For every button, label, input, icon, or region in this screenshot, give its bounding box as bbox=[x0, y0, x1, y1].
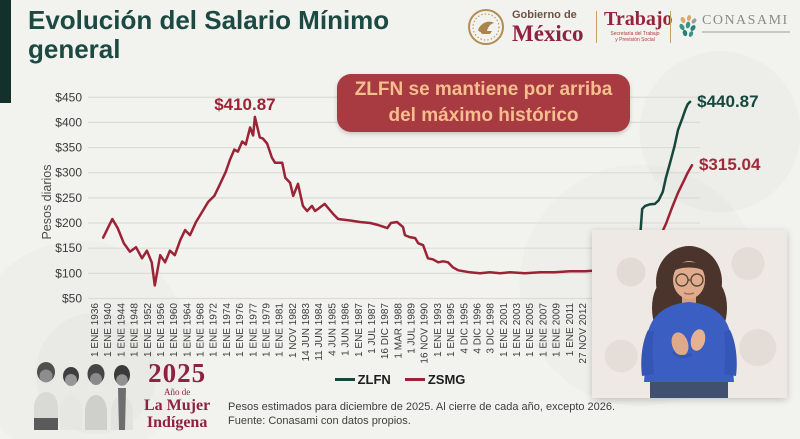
x-tick-label: 1 ENE 1952 bbox=[143, 303, 154, 357]
x-tick-label: 1 JUN 1986 bbox=[341, 303, 352, 356]
x-tick-label: 1 ENE 1948 bbox=[130, 303, 141, 357]
annotation-41087: $410.87 bbox=[214, 95, 275, 114]
interpreter-figure bbox=[641, 246, 737, 398]
x-tick-label: 3 DIC 1998 bbox=[486, 303, 497, 354]
badge-sub: Año de bbox=[163, 387, 191, 397]
x-tick-label: 1 ENE 2009 bbox=[552, 303, 563, 357]
badge-line1: La Mujer bbox=[144, 397, 211, 414]
x-tick-label: 4 DIC 1995 bbox=[459, 303, 470, 354]
trabajo-subtitle: Secretaría del Trabajo y Previsión Socia… bbox=[604, 31, 666, 43]
x-tick-label: 1 ENE 2011 bbox=[565, 303, 576, 357]
x-tick-label: 1 MAR 1988 bbox=[393, 303, 404, 359]
x-tick-label: 1 ENE 1936 bbox=[90, 303, 101, 357]
annotation-31504: $315.04 bbox=[699, 155, 761, 174]
y-axis-title: Pesos diarios bbox=[40, 164, 54, 239]
conasami-logo: CONASAMI bbox=[678, 14, 790, 38]
x-tick-label: 27 NOV 2012 bbox=[578, 303, 589, 364]
badge-year: 2025 bbox=[148, 358, 207, 388]
gobierno-big-label: México bbox=[512, 20, 584, 46]
gobierno-small-label: Gobierno de bbox=[512, 8, 577, 21]
sign-language-video bbox=[592, 230, 787, 398]
banner-line1: ZLFN se mantiene por arriba bbox=[354, 79, 613, 101]
zsmg-legend-label: ZSMG bbox=[427, 372, 466, 387]
x-tick-label: 1 ENE 2001 bbox=[499, 303, 510, 357]
conasami-petals-icon bbox=[679, 15, 697, 37]
x-tick-label: 1 ENE 2007 bbox=[538, 303, 549, 357]
zsmg-line-swatch bbox=[404, 378, 425, 381]
y-tick-label: $300 bbox=[55, 166, 82, 180]
conasami-tagline bbox=[702, 31, 790, 33]
zlfn-legend-label: ZLFN bbox=[357, 372, 391, 387]
y-tick-label: $100 bbox=[55, 266, 82, 280]
trabajo-subtitle-line2: y Previsión Social bbox=[615, 37, 655, 43]
trabajo-label: Trabajo bbox=[604, 8, 673, 30]
y-tick-label: $150 bbox=[55, 241, 82, 255]
legend-item-zlfn: ZLFN bbox=[334, 372, 391, 387]
x-tick-label: 1 ENE 1960 bbox=[169, 303, 180, 357]
series-line-zlfn bbox=[636, 100, 692, 270]
x-tick-label: 4 DIC 1996 bbox=[472, 303, 483, 354]
banner-line2: del máximo histórico bbox=[388, 105, 579, 126]
header-divider bbox=[596, 11, 597, 43]
chart-legend: ZLFN ZSMG bbox=[0, 372, 800, 387]
trabajo-subtitle-line1: Secretaría del Trabajo bbox=[610, 31, 660, 37]
x-tick-label: 1 ENE 1956 bbox=[156, 303, 167, 357]
eagle-seal-icon bbox=[468, 9, 504, 45]
conasami-label: CONASAMI bbox=[702, 13, 789, 28]
y-tick-label: $350 bbox=[55, 141, 82, 155]
corner-accent-bar bbox=[0, 0, 11, 103]
x-tick-label: 1 ENE 1977 bbox=[248, 303, 259, 357]
gobierno-text: Gobierno de México bbox=[512, 8, 584, 46]
x-tick-label: 1 ENE 2005 bbox=[525, 303, 536, 357]
x-tick-label: 1 ENE 1981 bbox=[275, 303, 286, 357]
x-tick-label: 1 ENE 1995 bbox=[446, 303, 457, 357]
x-tick-label: 1 ENE 1993 bbox=[433, 303, 444, 357]
page-title: Evolución del Salario Mínimo general bbox=[28, 5, 458, 65]
badge-line2: Indígena bbox=[146, 414, 208, 431]
x-tick-label: 1 ENE 1976 bbox=[235, 303, 246, 357]
gobierno-mexico-logo: Gobierno de México bbox=[466, 7, 584, 47]
y-tick-label: $200 bbox=[55, 216, 82, 230]
salario-minimo-chart: $450 $400 $350 $300 $250 $200 $150 $100 $50 Pesos… bbox=[40, 90, 761, 364]
header-divider-2 bbox=[670, 11, 671, 43]
x-tick-label: 1 ENE 1972 bbox=[209, 303, 220, 357]
highlight-banner: ZLFN se mantiene por arriba del máximo h… bbox=[337, 74, 630, 132]
x-tick-label: 1 ENE 1987 bbox=[354, 303, 365, 357]
page-title-line1: Evolución del Salario Mínimo bbox=[28, 5, 390, 35]
x-tick-label: 1 JUL 1987 bbox=[367, 303, 378, 354]
x-tick-label: 14 JUN 1983 bbox=[301, 303, 312, 362]
x-tick-label: 1 ENE 1974 bbox=[222, 303, 233, 357]
series-line-zsmg bbox=[101, 115, 694, 287]
zlfn-line-swatch bbox=[334, 378, 355, 381]
x-tick-label: 16 NOV 1990 bbox=[420, 303, 431, 364]
footnotes: Pesos estimados para diciembre de 2025. … bbox=[228, 400, 615, 429]
y-tick-label: $50 bbox=[62, 292, 82, 306]
legend-item-zsmg: ZSMG bbox=[404, 372, 466, 387]
x-tick-label: 4 JUN 1985 bbox=[327, 303, 338, 356]
x-tick-label: 1 ENE 1979 bbox=[261, 303, 272, 357]
page-title-line2: general bbox=[28, 34, 121, 65]
y-tick-label: $250 bbox=[55, 191, 82, 205]
x-tick-label: 16 DIC 1987 bbox=[380, 303, 391, 360]
x-tick-label: 1 ENE 1944 bbox=[116, 303, 127, 357]
x-tick-label: 1 ENE 1964 bbox=[182, 303, 193, 357]
trabajo-logo: Trabajo Secretaría del Trabajo y Previsi… bbox=[604, 8, 673, 43]
footnote-line1: Pesos estimados para diciembre de 2025. … bbox=[228, 401, 616, 413]
conasami-text: CONASAMI bbox=[702, 14, 790, 33]
x-tick-label: 11 JUN 1984 bbox=[314, 303, 325, 361]
x-tick-label: 1 ENE 2003 bbox=[512, 303, 523, 357]
x-tick-label: 1 JUL 1989 bbox=[407, 303, 418, 354]
year-badge-2025: 2025 Año de La Mujer Indígena bbox=[30, 360, 210, 431]
x-tick-label: 1 ENE 1968 bbox=[196, 303, 207, 357]
y-tick-label: $400 bbox=[55, 115, 82, 129]
x-tick-label: 1 ENE 1940 bbox=[103, 303, 114, 357]
annotation-44087: $440.87 bbox=[697, 92, 758, 111]
y-tick-label: $450 bbox=[55, 90, 82, 104]
footnote-line2: Fuente: Conasami con datos propios. bbox=[228, 415, 411, 428]
year-badge-text: 2025 Año de La Mujer Indígena bbox=[144, 360, 210, 431]
indigenous-women-image bbox=[34, 362, 133, 430]
x-tick-label: 1 NOV 1982 bbox=[288, 303, 299, 358]
